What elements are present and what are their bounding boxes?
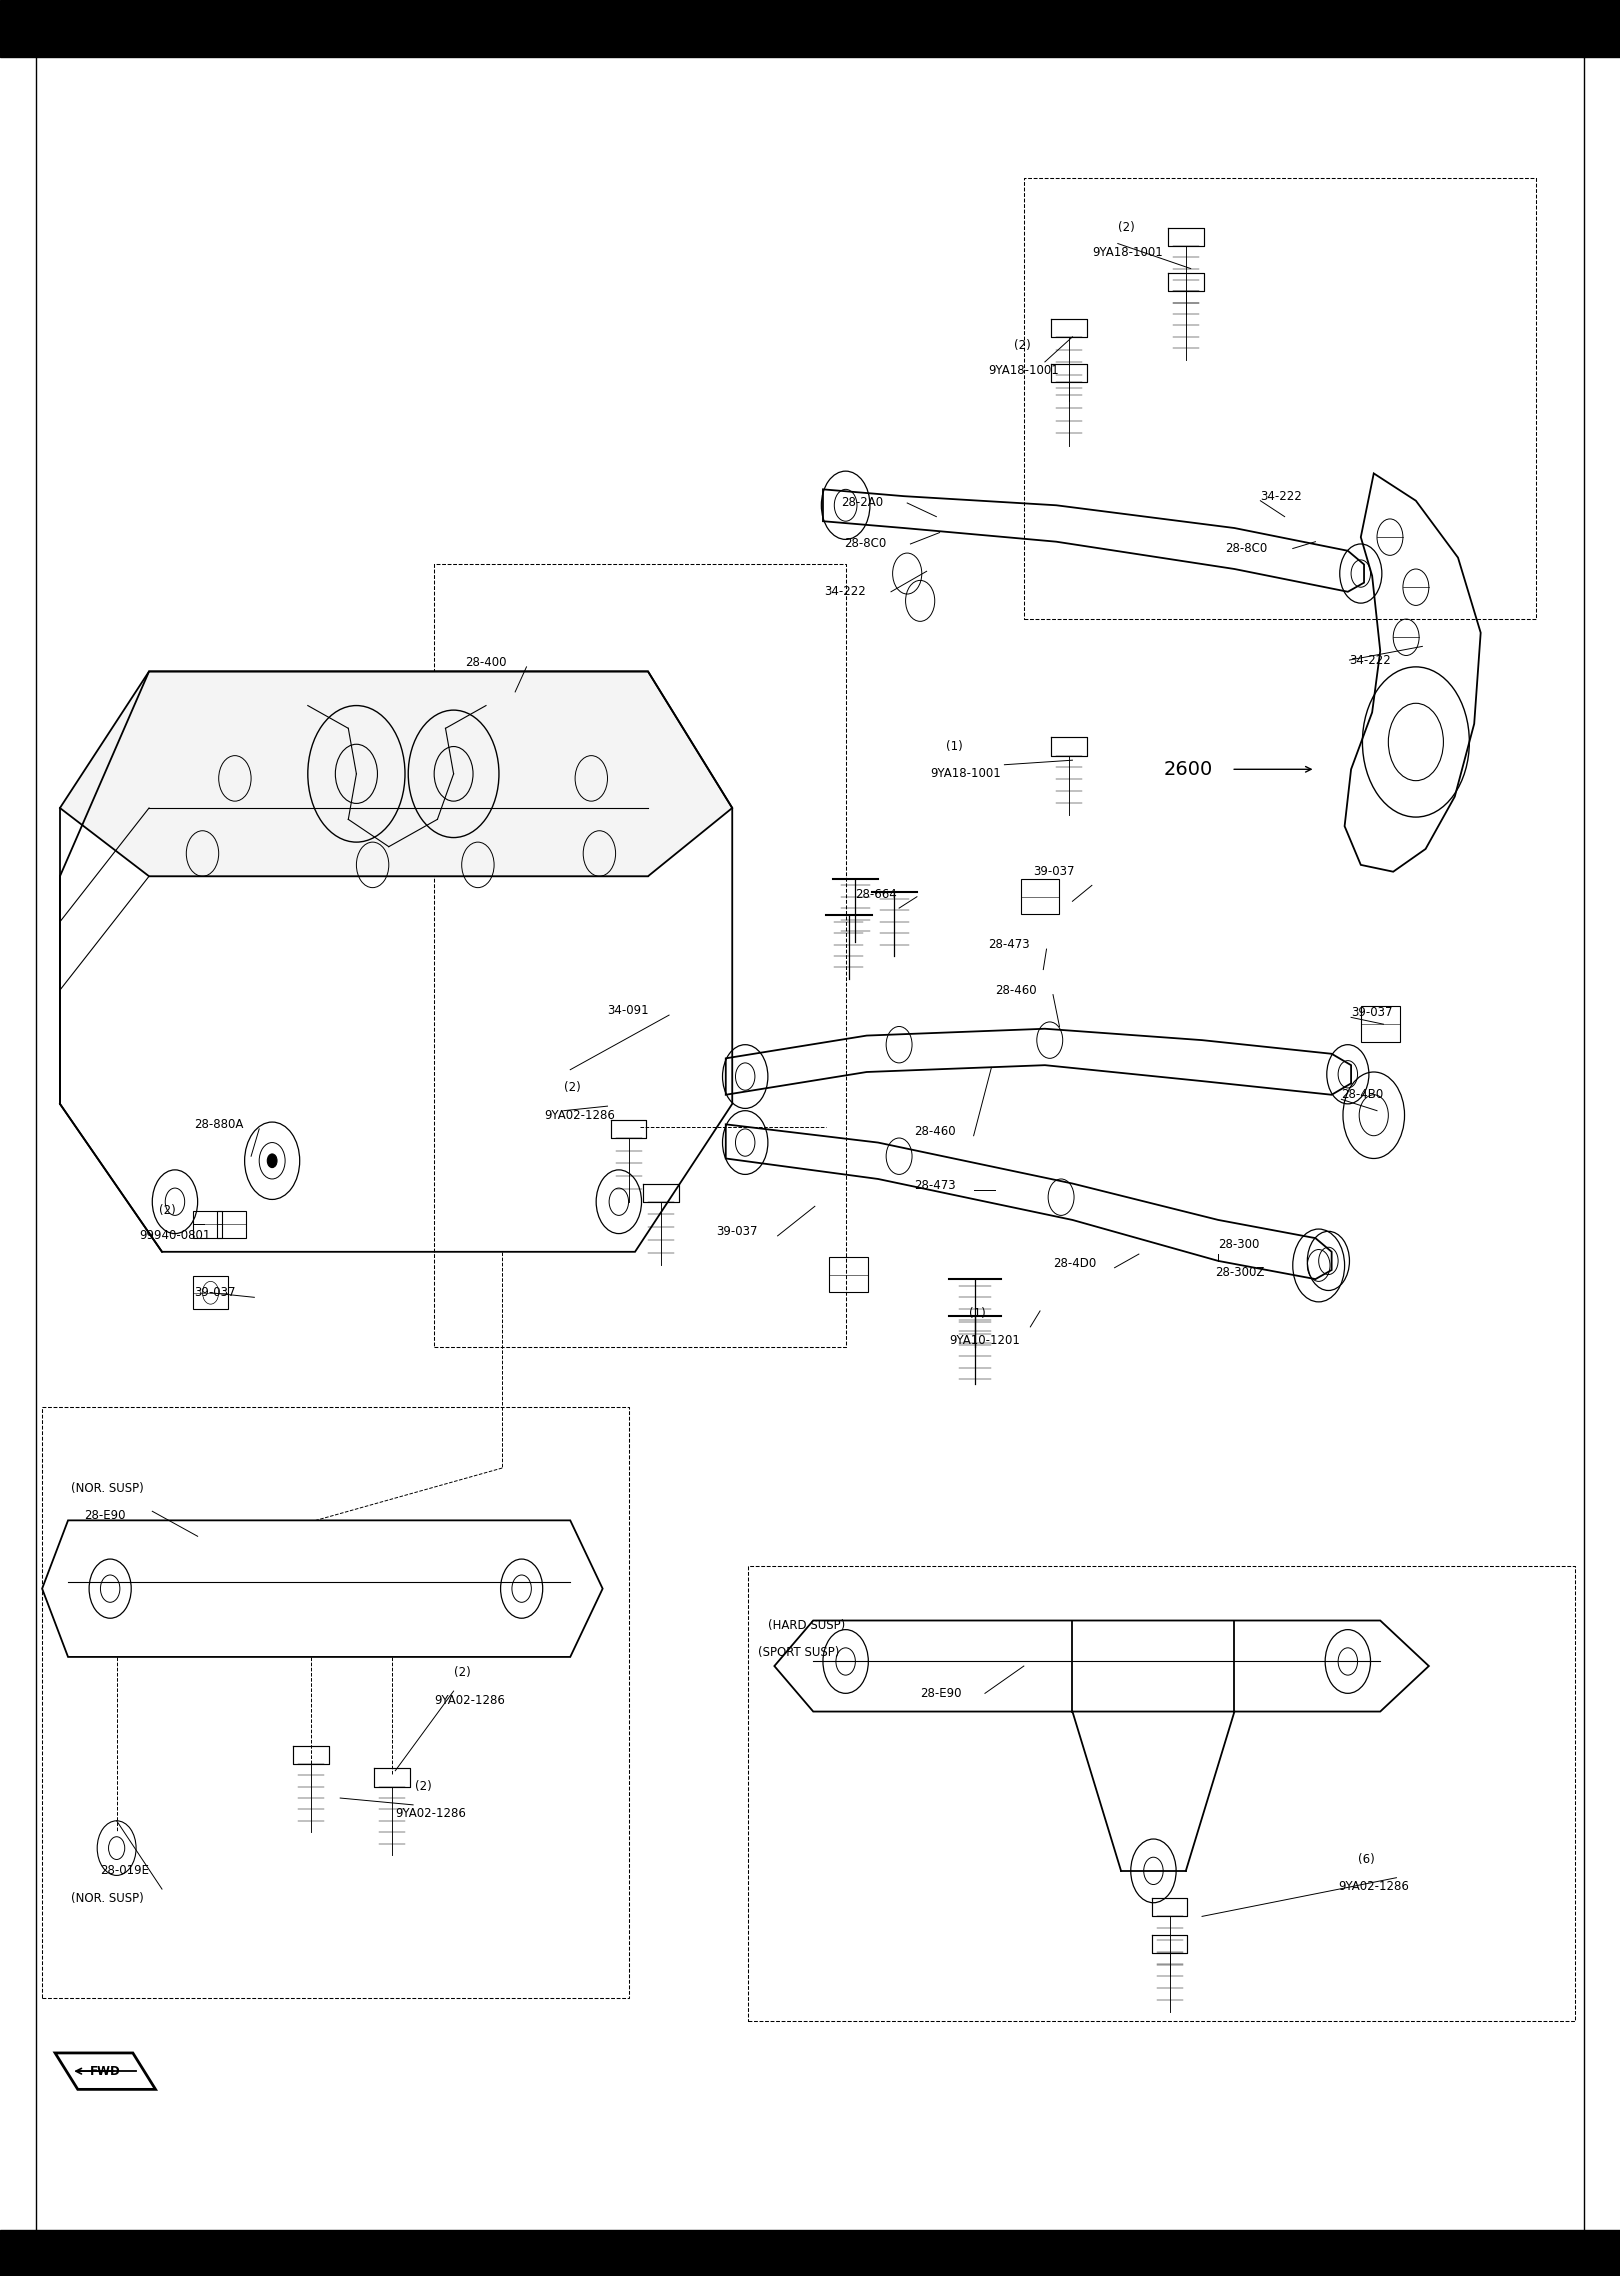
Text: (SPORT SUSP): (SPORT SUSP)	[758, 1646, 839, 1659]
Text: 39-037: 39-037	[1034, 865, 1076, 879]
Text: (2): (2)	[454, 1666, 470, 1680]
Text: 28-460: 28-460	[914, 1124, 956, 1138]
Text: 34-222: 34-222	[1349, 653, 1392, 667]
Text: 2600: 2600	[1163, 760, 1212, 778]
Text: FWD: FWD	[91, 2064, 120, 2078]
Text: (6): (6)	[1358, 1853, 1374, 1866]
Text: 28-664: 28-664	[855, 888, 897, 901]
Text: 28-300Z: 28-300Z	[1215, 1265, 1264, 1279]
Text: 28-4D0: 28-4D0	[1053, 1256, 1097, 1270]
Text: (1): (1)	[969, 1306, 985, 1320]
Bar	[829, 1256, 868, 1293]
Text: 28-300: 28-300	[1218, 1238, 1260, 1252]
Text: 28-8C0: 28-8C0	[844, 537, 886, 551]
Text: 9YA18-1001: 9YA18-1001	[1092, 246, 1163, 259]
Text: 34-222: 34-222	[1260, 489, 1302, 503]
Text: 28-880A: 28-880A	[194, 1118, 243, 1131]
Text: 9YA02-1286: 9YA02-1286	[395, 1807, 467, 1821]
Text: 28-460: 28-460	[995, 983, 1037, 997]
Text: 9YA02-1286: 9YA02-1286	[544, 1108, 616, 1122]
Bar	[0, 2230, 1620, 2276]
Bar	[1021, 879, 1059, 915]
Text: 34-091: 34-091	[608, 1004, 650, 1017]
Text: 28-2A0: 28-2A0	[841, 496, 883, 510]
Polygon shape	[55, 2053, 156, 2089]
Text: 99940-0801: 99940-0801	[139, 1229, 211, 1243]
Bar	[217, 1211, 246, 1238]
Circle shape	[267, 1154, 277, 1168]
Text: 9YA10-1201: 9YA10-1201	[949, 1334, 1021, 1347]
Text: 28-E90: 28-E90	[920, 1687, 962, 1700]
Text: 28-400: 28-400	[465, 655, 507, 669]
Text: (HARD SUSP): (HARD SUSP)	[768, 1618, 846, 1632]
Text: (2): (2)	[564, 1081, 580, 1095]
Text: 39-037: 39-037	[1351, 1006, 1393, 1020]
Text: (2): (2)	[1118, 221, 1134, 234]
Text: 34-222: 34-222	[825, 585, 867, 599]
Text: (2): (2)	[1014, 339, 1030, 353]
Text: 9YA18-1001: 9YA18-1001	[930, 767, 1001, 781]
Bar	[193, 1277, 228, 1309]
Text: 28-473: 28-473	[988, 938, 1030, 951]
Text: (NOR. SUSP): (NOR. SUSP)	[71, 1482, 144, 1495]
Text: 28-8C0: 28-8C0	[1225, 542, 1267, 555]
Text: (NOR. SUSP): (NOR. SUSP)	[71, 1891, 144, 1905]
Text: (2): (2)	[415, 1780, 431, 1793]
Bar	[193, 1211, 222, 1238]
Text: 39-037: 39-037	[716, 1224, 758, 1238]
Text: (2): (2)	[159, 1204, 175, 1218]
Text: 28-E90: 28-E90	[84, 1509, 126, 1523]
Text: 9YA02-1286: 9YA02-1286	[434, 1693, 505, 1707]
Text: 28-473: 28-473	[914, 1179, 956, 1193]
Text: 28-4B0: 28-4B0	[1341, 1088, 1383, 1102]
Text: 9YA02-1286: 9YA02-1286	[1338, 1880, 1409, 1894]
Text: 28-019E: 28-019E	[100, 1864, 149, 1878]
Bar	[1361, 1006, 1400, 1042]
Polygon shape	[60, 671, 732, 876]
Text: (1): (1)	[946, 740, 962, 753]
Text: 9YA18-1001: 9YA18-1001	[988, 364, 1059, 378]
Bar	[0, 0, 1620, 57]
Text: 39-037: 39-037	[194, 1286, 237, 1300]
